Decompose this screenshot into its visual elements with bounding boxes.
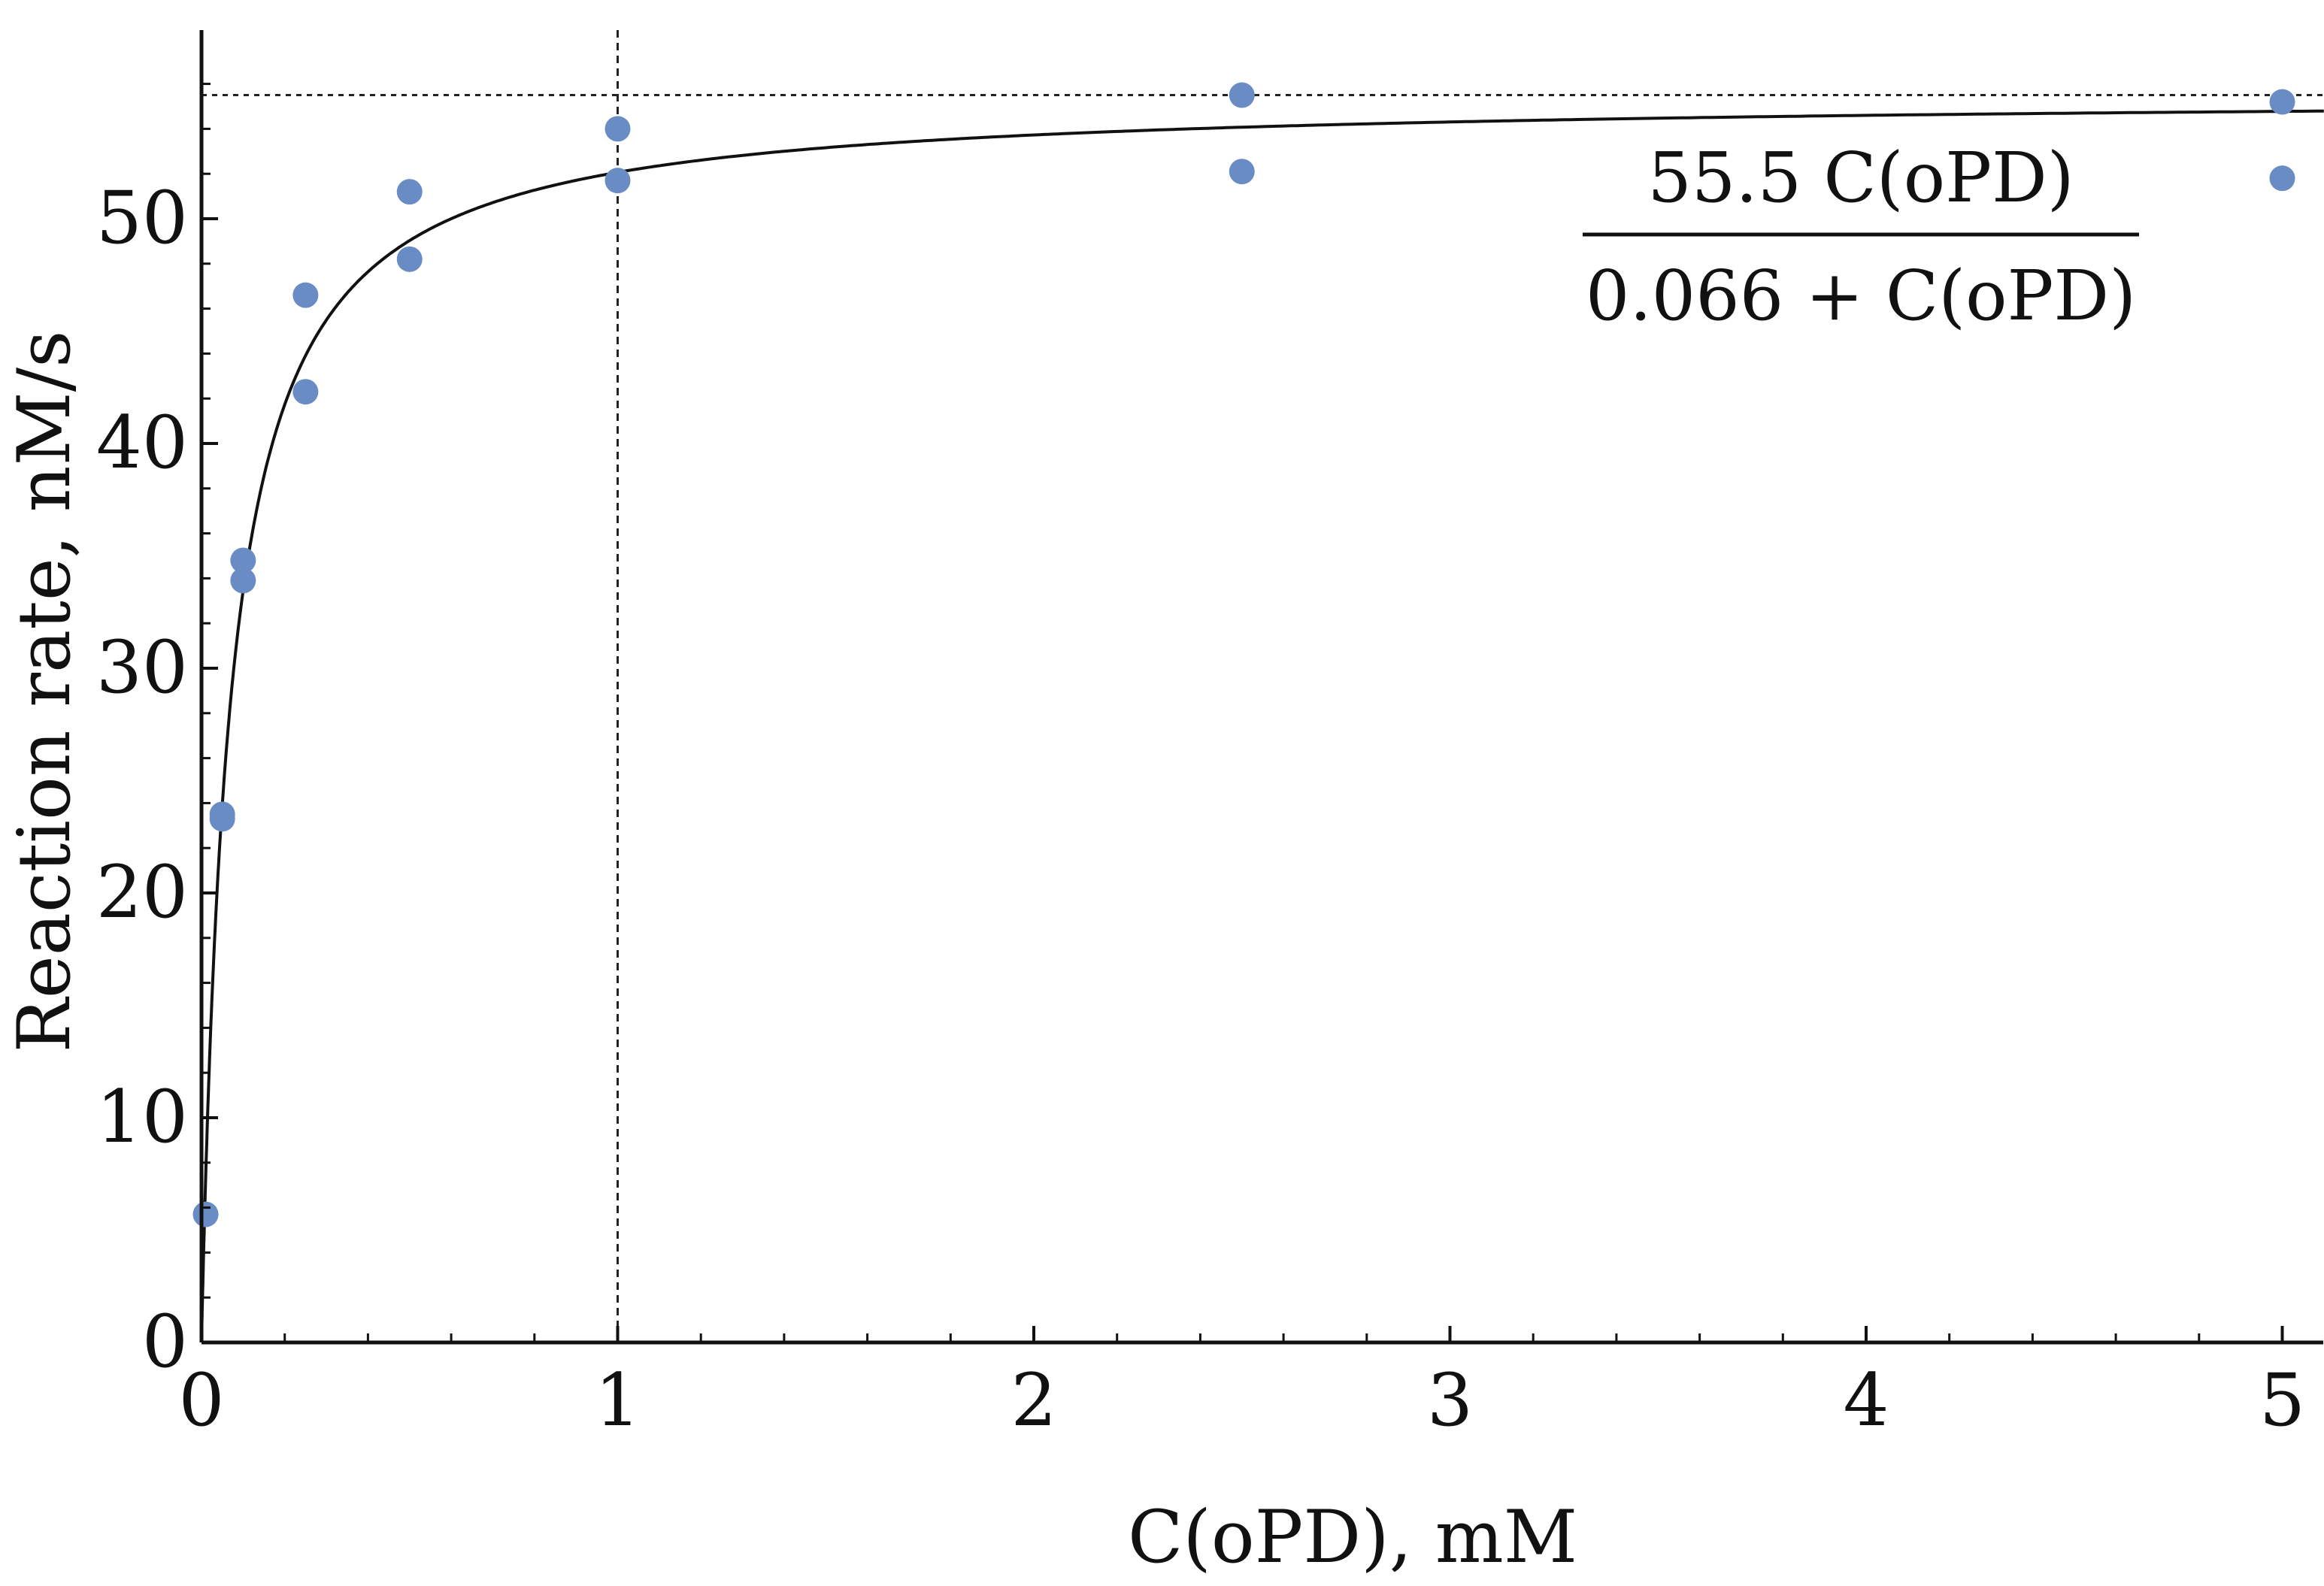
data-point	[292, 379, 319, 405]
data-point	[209, 801, 235, 828]
fit-curve-group	[200, 109, 2324, 1342]
data-point	[1229, 82, 1255, 108]
data-points	[192, 82, 2295, 1227]
data-point	[604, 168, 631, 194]
data-point	[192, 1201, 219, 1227]
y-tick-label: 40	[96, 401, 188, 485]
x-axis-title: C(oPD), mM	[1128, 1495, 1577, 1579]
reference-lines	[201, 30, 2323, 1342]
data-point	[2269, 165, 2295, 192]
data-point	[396, 179, 423, 205]
x-tick-label: 4	[1843, 1358, 1889, 1442]
data-point	[1229, 159, 1255, 185]
data-point	[230, 547, 256, 574]
fit-equation: 55.5 C(oPD) 0.066 + C(oPD)	[1583, 138, 2139, 336]
x-tick-label: 2	[1011, 1358, 1056, 1442]
data-point	[2269, 89, 2295, 115]
y-tick-label: 50	[96, 176, 188, 260]
x-tick-label: 0	[178, 1358, 224, 1442]
data-point	[604, 116, 631, 142]
y-tick-label: 0	[142, 1300, 188, 1384]
fit-curve	[200, 109, 2324, 1342]
fit-equation-denominator: 0.066 + C(oPD)	[1586, 256, 2136, 336]
x-tick-label: 5	[2259, 1358, 2305, 1442]
y-axis-title: Reaction rate, nM/s	[2, 331, 86, 1053]
x-tick-label: 3	[1427, 1358, 1473, 1442]
y-tick-label: 30	[96, 625, 188, 710]
data-point	[292, 282, 319, 308]
y-tick-label: 20	[96, 850, 188, 934]
axis-labels: C(oPD), mM Reaction rate, nM/s	[2, 331, 1577, 1579]
x-tick-label: 1	[595, 1358, 641, 1442]
data-point	[230, 568, 256, 594]
data-point	[396, 246, 423, 272]
y-tick-label: 10	[96, 1075, 188, 1159]
fit-equation-numerator: 55.5 C(oPD)	[1647, 138, 2074, 218]
